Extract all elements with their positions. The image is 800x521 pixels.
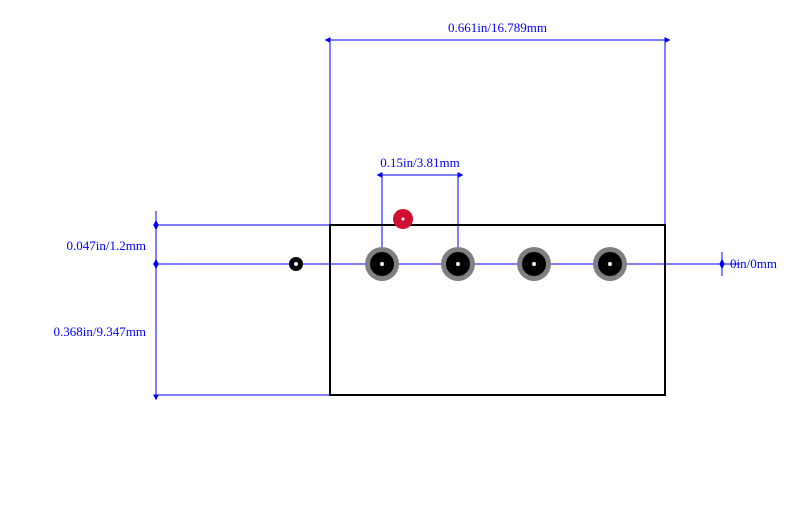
- pad-3: [517, 247, 551, 281]
- origin-marker: [289, 257, 303, 271]
- pad-2: [441, 247, 475, 281]
- pad-4: [593, 247, 627, 281]
- engineering-drawing: 0.661in/16.789mm 0.15in/3.81mm 0.047in/1.2…: [0, 0, 800, 521]
- dimension-top-offset: 0.047in/1.2mm: [67, 238, 146, 253]
- dimension-pin-pitch: 0.15in/3.81mm: [380, 155, 459, 170]
- pin1-marker: [393, 209, 413, 229]
- dimension-overall-width: 0.661in/16.789mm: [448, 20, 547, 35]
- pad-1: [365, 247, 399, 281]
- dimension-zero: 0in/0mm: [730, 256, 777, 271]
- dimension-body-height: 0.368in/9.347mm: [54, 324, 146, 339]
